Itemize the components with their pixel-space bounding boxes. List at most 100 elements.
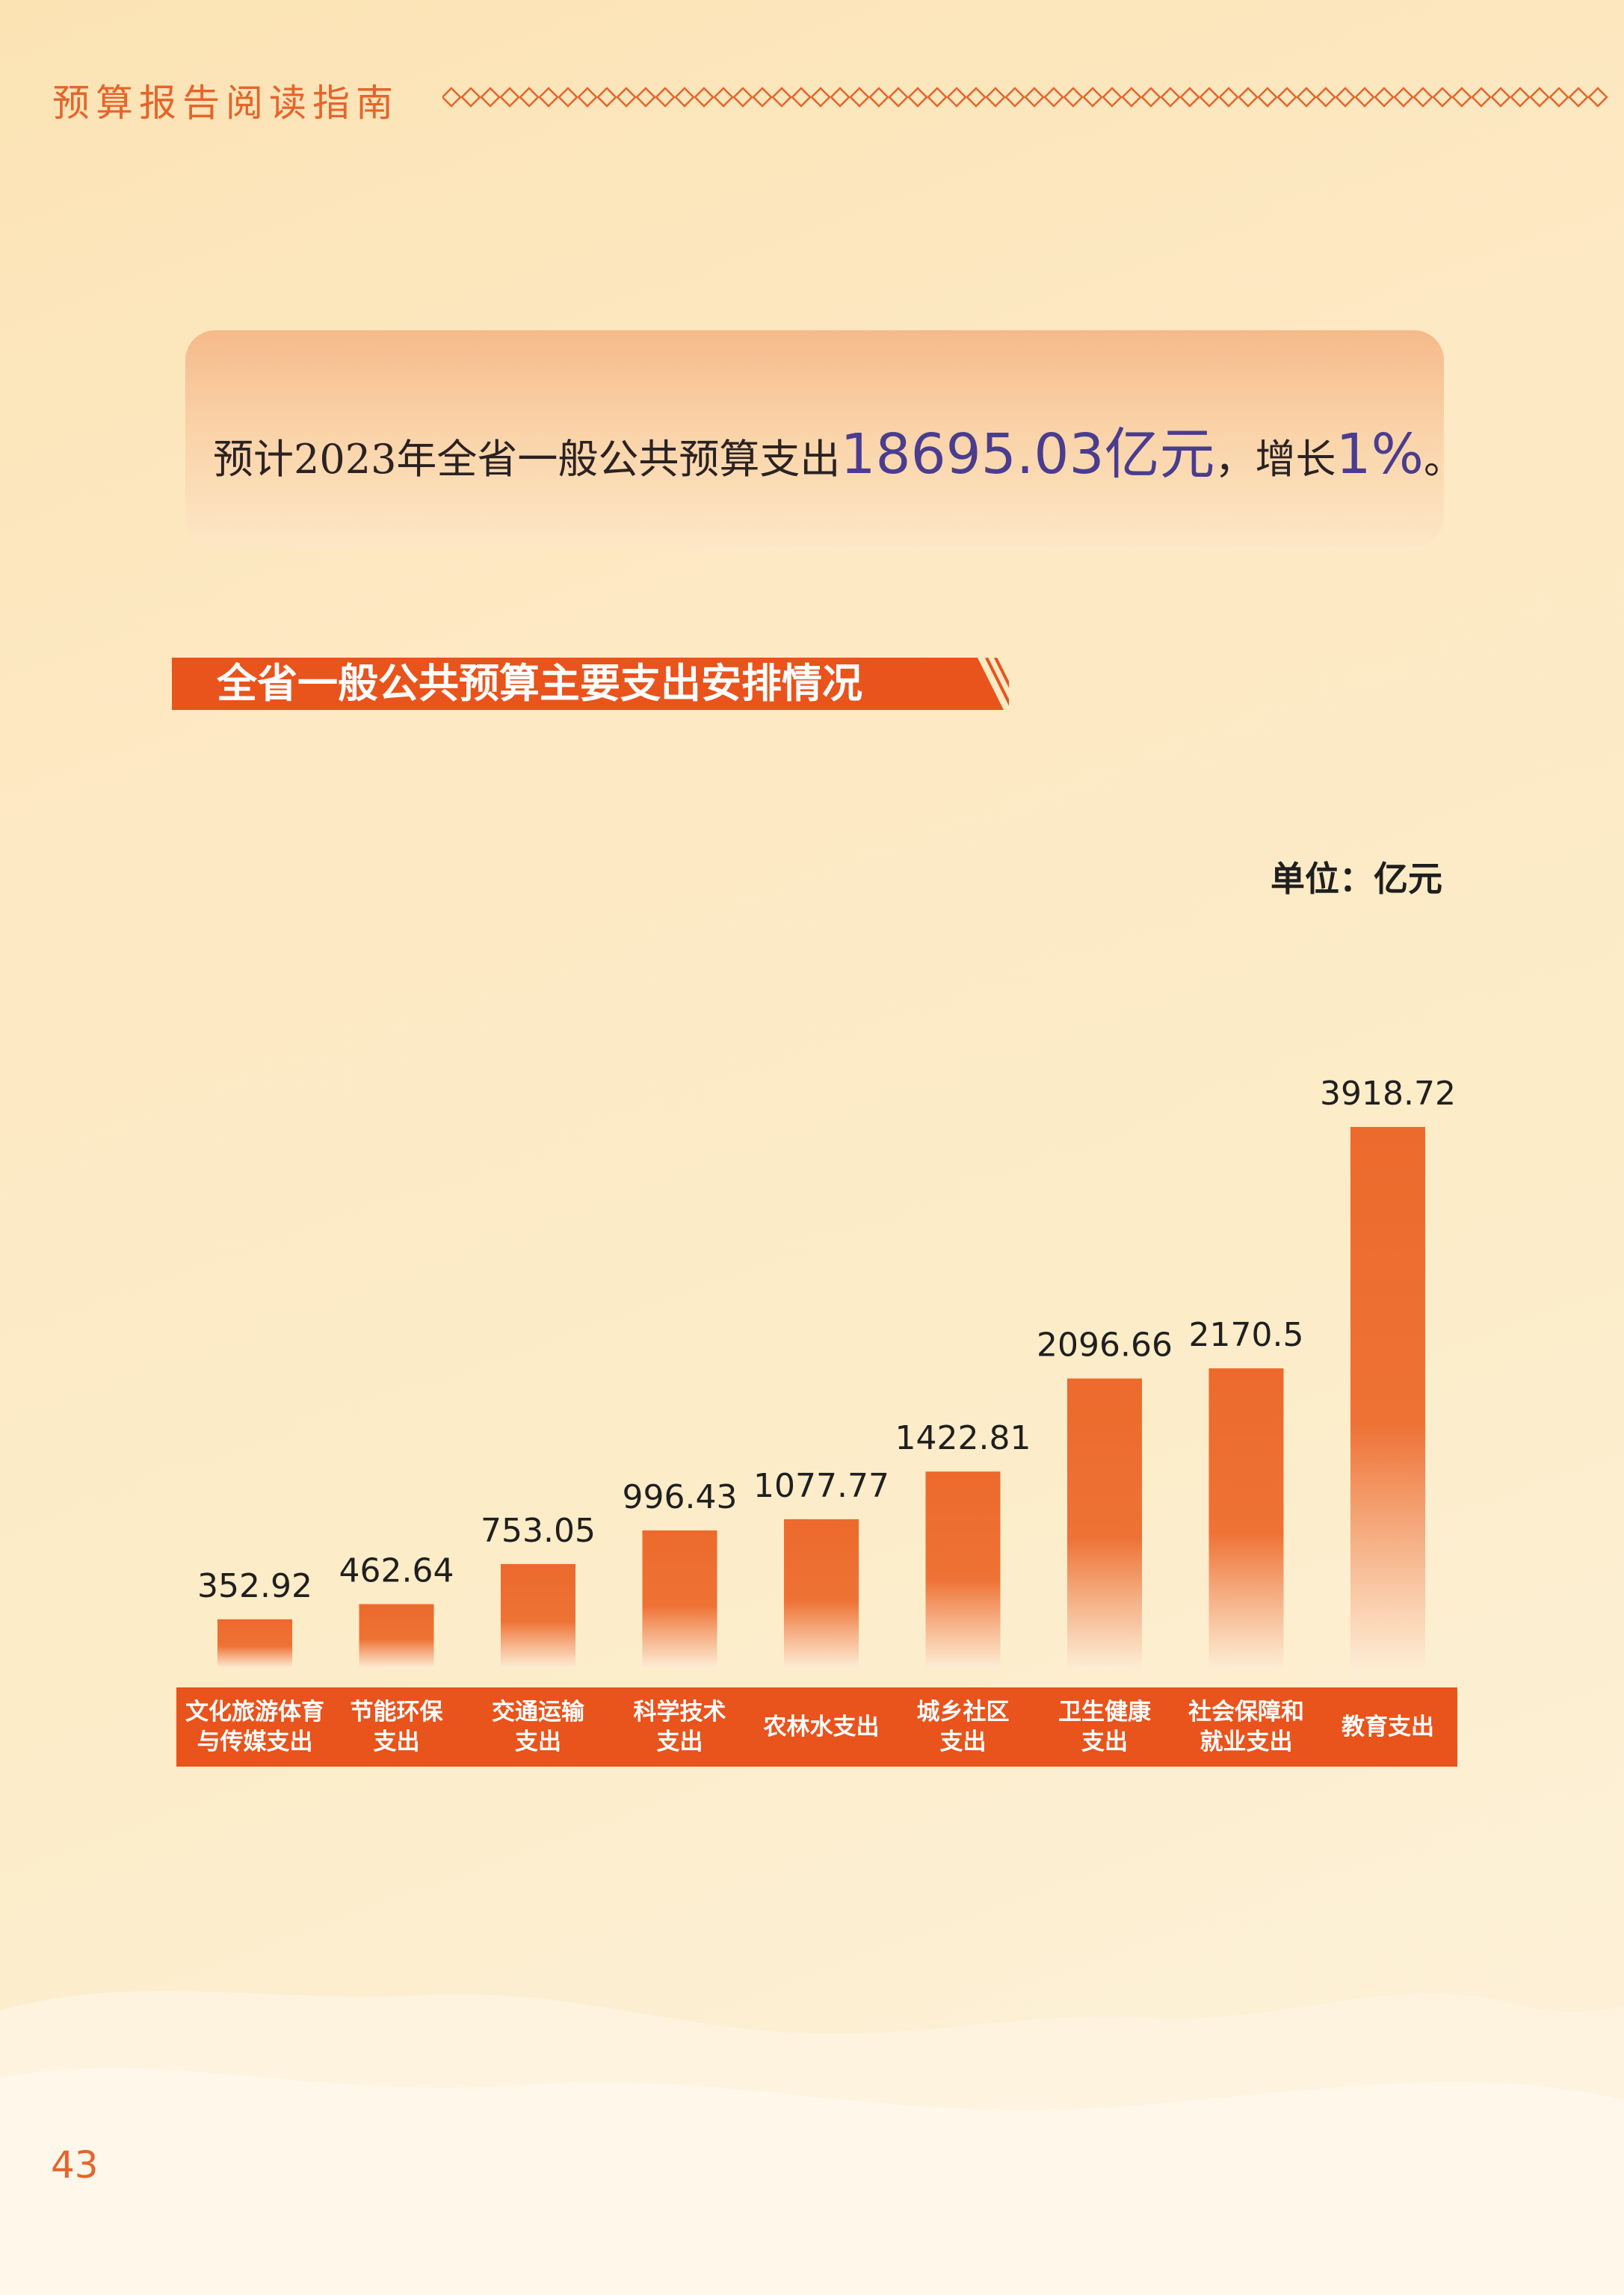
bar: [501, 1563, 575, 1668]
data-label: 2170.5: [1189, 1316, 1304, 1354]
category-label: 教育支出: [1342, 1714, 1434, 1740]
diamond-ornament: [1393, 87, 1414, 108]
diamond-ornament: [1296, 87, 1317, 108]
diamond-ornament: [1043, 87, 1064, 108]
diamond-ornament: [907, 87, 928, 108]
bar: [642, 1530, 717, 1668]
category-label: 文化旅游体育 与传媒支出: [185, 1699, 324, 1755]
category-label: 交通运输 支出: [492, 1699, 584, 1755]
diamond-ornament: [1451, 87, 1472, 108]
diamond-ornament: [1412, 87, 1433, 108]
bar: [217, 1619, 292, 1668]
data-label: 996.43: [623, 1478, 738, 1516]
data-label: 1422.81: [895, 1419, 1031, 1457]
summary-prefix: 预计2023年全省一般公共预算支出: [213, 436, 841, 483]
diamond-ornament: [519, 87, 540, 108]
diamond-ornament: [635, 87, 656, 108]
diamond-ornament: [538, 87, 559, 108]
category-label: 社会保障和 就业支出: [1188, 1699, 1304, 1755]
diamond-ornament: [1587, 87, 1608, 108]
category-label: 科学技术 支出: [633, 1699, 726, 1755]
diamond-ornament: [1276, 87, 1297, 108]
bar: [1067, 1378, 1142, 1668]
category-label: 农林水支出: [763, 1714, 880, 1740]
diamond-ornament: [888, 87, 909, 108]
bar: [1208, 1368, 1284, 1668]
diamond-ornament: [752, 87, 773, 108]
diamond-ornament: [694, 87, 714, 108]
diamond-ornament: [1024, 87, 1045, 108]
header-title: 预算报告阅读指南: [52, 81, 399, 125]
diamond-ornament: [1140, 87, 1161, 108]
diamond-ornament: [480, 87, 501, 108]
category-label-band: [176, 1687, 1457, 1767]
diamond-ornament: [1121, 87, 1142, 108]
data-label: 1077.77: [753, 1467, 889, 1505]
diamond-ornament: [655, 87, 676, 108]
bar: [359, 1604, 434, 1668]
diamond-ornament: [1529, 87, 1550, 108]
summary-middle: ，增长: [1214, 436, 1336, 483]
diamond-ornament: [577, 87, 598, 108]
bar: [1350, 1127, 1425, 1668]
diamond-ornament: [1432, 87, 1453, 108]
diamond-ornament: [771, 87, 792, 108]
data-label: 3918.72: [1320, 1075, 1456, 1113]
diamond-ornament: [1374, 87, 1395, 108]
diamond-ornament: [849, 87, 870, 108]
data-label: 2096.66: [1037, 1326, 1173, 1365]
category-label: 城乡社区 支出: [916, 1699, 1010, 1755]
diamond-ornament: [791, 87, 812, 108]
diamond-ornament: [713, 87, 734, 108]
diamond-ornament: [1510, 87, 1531, 108]
diamond-ornament: [1179, 87, 1200, 108]
bar: [784, 1519, 859, 1668]
diamond-ornament: [830, 87, 850, 108]
category-label: 卫生健康 支出: [1058, 1699, 1151, 1755]
diamond-ornament: [1082, 87, 1103, 108]
page-number: 43: [51, 2143, 99, 2187]
diamond-ornament: [966, 87, 987, 108]
diamond-ornament: [460, 87, 481, 108]
data-label: 462.64: [339, 1552, 454, 1590]
diamond-ornament: [1335, 87, 1356, 108]
summary-amount: 18695.03亿元: [840, 422, 1215, 487]
bar: [925, 1471, 1001, 1668]
header-diamond-pattern: [442, 87, 1608, 108]
diamond-ornament: [1471, 87, 1492, 108]
summary-suffix: 。: [1423, 436, 1464, 483]
diamond-ornament: [810, 87, 831, 108]
section-title: 全省一般公共预算主要支出安排情况: [217, 660, 862, 707]
data-label: 352.92: [197, 1567, 312, 1605]
diamond-ornament: [732, 87, 753, 108]
diamond-ornament: [1160, 87, 1181, 108]
diamond-ornament: [1354, 87, 1375, 108]
diamond-ornament: [927, 87, 948, 108]
diamond-ornament: [596, 87, 617, 108]
decorative-hills: [0, 1991, 1624, 2295]
category-label: 节能环保 支出: [350, 1699, 443, 1755]
diamond-ornament: [558, 87, 578, 108]
diamond-ornament: [1568, 87, 1589, 108]
diamond-ornament: [1102, 87, 1123, 108]
diamond-ornament: [1004, 87, 1025, 108]
diamond-ornament: [1063, 87, 1084, 108]
diamond-ornament: [1257, 87, 1278, 108]
section-title-bar: [172, 658, 1009, 710]
diamond-ornament: [1218, 87, 1239, 108]
diamond-ornament: [1315, 87, 1336, 108]
summary-box: [185, 330, 1444, 547]
diamond-ornament: [499, 87, 520, 108]
unit-label: 单位：亿元: [1271, 859, 1442, 899]
diamond-ornament: [1199, 87, 1220, 108]
diamond-ornament: [674, 87, 695, 108]
diamond-ornament: [868, 87, 889, 108]
diamond-ornament: [616, 87, 637, 108]
data-label: 753.05: [481, 1512, 596, 1550]
summary-statement: 预计2023年全省一般公共预算支出18695.03亿元，增长1%。: [213, 410, 1464, 489]
diamond-ornament: [946, 87, 967, 108]
diamond-ornament: [1490, 87, 1511, 108]
diamond-ornament: [1549, 87, 1569, 108]
diamond-ornament: [1238, 87, 1259, 108]
